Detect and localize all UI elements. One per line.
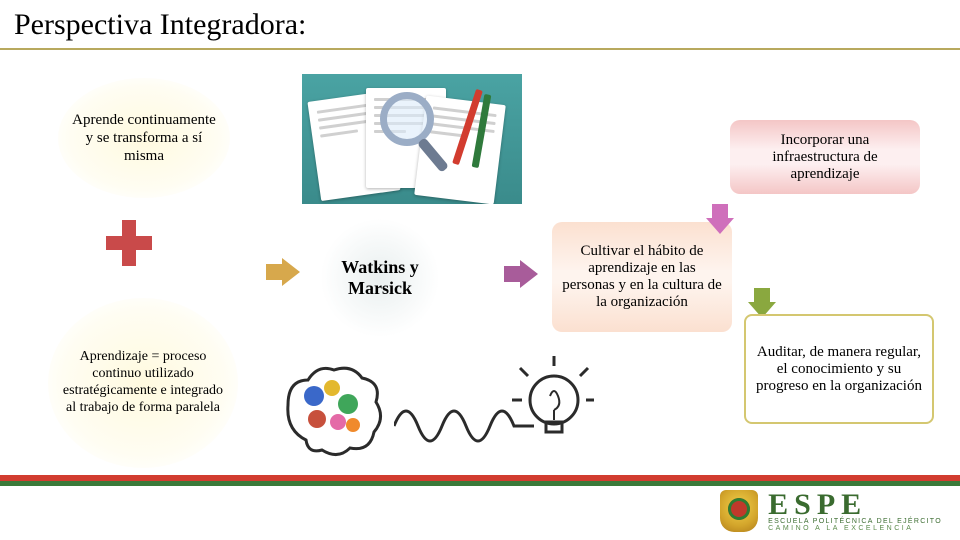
box-cultivar-text: Cultivar el hábito de aprendizaje en las… (562, 243, 722, 311)
bubble-proceso-text: Aprendizaje = proceso continuo utilizado… (58, 349, 228, 416)
watkins-text: Watkins y Marsick (320, 257, 440, 299)
espe-sub2: CAMINO A LA EXCELENCIA (768, 525, 942, 532)
espe-name: ESPE (768, 491, 942, 518)
box-cultivar: Cultivar el hábito de aprendizaje en las… (552, 222, 732, 332)
arrow-to-watkins-icon (266, 258, 300, 286)
bubble-aprende: Aprende continuamente y se transforma a … (58, 78, 230, 198)
espe-sub1: ESCUELA POLITÉCNICA DEL EJÉRCITO (768, 518, 942, 525)
brain-gears-illustration (278, 360, 388, 460)
espe-crest-icon (720, 490, 758, 532)
watkins-node: Watkins y Marsick (320, 218, 440, 338)
bubble-proceso: Aprendizaje = proceso continuo utilizado… (48, 298, 238, 468)
page-title: Perspectiva Integradora: (14, 8, 306, 42)
box-auditar-text: Auditar, de manera regular, el conocimie… (756, 344, 922, 395)
bubble-aprende-text: Aprende continuamente y se transforma a … (68, 111, 220, 165)
arrow-to-cultivar-icon (504, 260, 538, 288)
arrow-pink-down-icon (706, 204, 734, 234)
plus-icon (106, 220, 152, 266)
title-underline (0, 48, 960, 50)
box-auditar: Auditar, de manera regular, el conocimie… (744, 314, 934, 424)
footer-divider (0, 475, 960, 486)
box-incorporar-text: Incorporar una infraestructura de aprend… (740, 132, 910, 183)
espe-logo: ESPE ESCUELA POLITÉCNICA DEL EJÉRCITO CA… (720, 490, 942, 532)
documents-illustration (302, 74, 522, 204)
box-incorporar: Incorporar una infraestructura de aprend… (730, 120, 920, 194)
brain-to-bulb-illustration (394, 356, 594, 481)
